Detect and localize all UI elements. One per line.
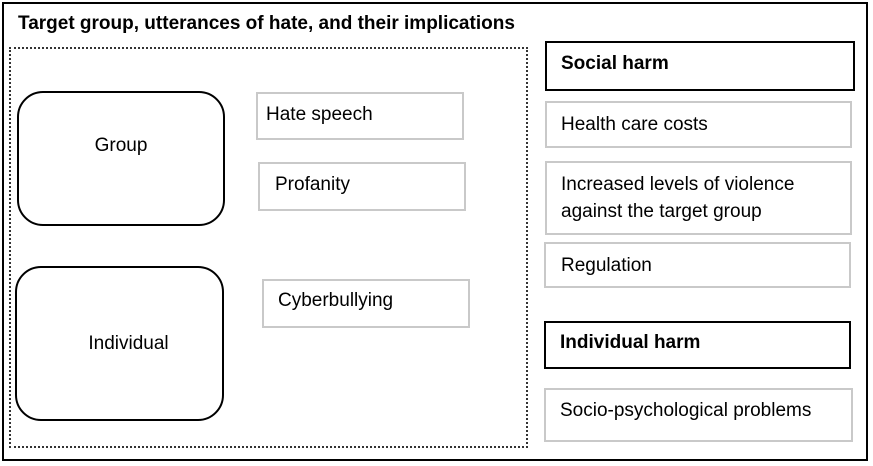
social-harm-item: Health care costs: [545, 101, 852, 148]
diagram-title: Target group, utterances of hate, and th…: [18, 13, 515, 34]
hate-speech-label: Hate speech: [266, 104, 373, 125]
social-harm-heading-label: Social harm: [561, 53, 669, 74]
group-target-box: Group: [17, 91, 225, 226]
violence-label: Increased levels of violence against the…: [561, 174, 795, 222]
individual-harm-heading-label: Individual harm: [560, 332, 701, 353]
individual-harm-heading: Individual harm: [544, 321, 851, 369]
group-target-label: Group: [94, 134, 148, 156]
health-care-costs-label: Health care costs: [561, 114, 708, 135]
cyberbullying-label: Cyberbullying: [278, 289, 394, 311]
social-harm-item: Increased levels of violence against the…: [545, 161, 852, 235]
individual-target-label: Individual: [88, 332, 169, 354]
hate-speech-box: Hate speech: [256, 92, 464, 140]
social-harm-heading: Social harm: [545, 41, 855, 91]
cyberbullying-box: Cyberbullying: [262, 279, 470, 328]
target-utterance-region: [9, 47, 528, 448]
profanity-label: Profanity: [275, 173, 350, 195]
individual-harm-item: Socio-psychological problems: [544, 388, 853, 442]
socio-psychological-label: Socio-psychological problems: [560, 399, 812, 421]
individual-target-box: Individual: [15, 266, 224, 421]
social-harm-item: Regulation: [544, 242, 851, 288]
profanity-box: Profanity: [258, 162, 466, 211]
regulation-label: Regulation: [561, 254, 652, 276]
outer-frame: [2, 2, 868, 461]
